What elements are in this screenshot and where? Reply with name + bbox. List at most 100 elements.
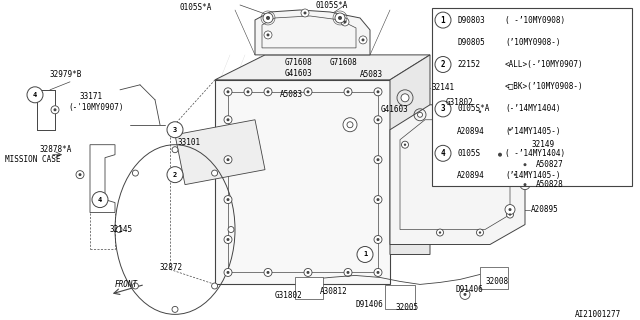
- Circle shape: [520, 180, 530, 190]
- Text: 3: 3: [441, 104, 445, 113]
- Text: 32149: 32149: [531, 140, 554, 149]
- Circle shape: [524, 163, 527, 166]
- Text: 4: 4: [441, 149, 445, 158]
- Text: <ALL>(-’10MY0907): <ALL>(-’10MY0907): [505, 60, 584, 69]
- Circle shape: [307, 271, 310, 274]
- Circle shape: [374, 196, 382, 204]
- Circle shape: [436, 108, 444, 115]
- Circle shape: [212, 170, 218, 176]
- Circle shape: [435, 145, 451, 161]
- Text: (’14MY1405-): (’14MY1405-): [505, 171, 561, 180]
- Circle shape: [343, 118, 357, 132]
- Circle shape: [374, 88, 382, 96]
- Text: G31802: G31802: [275, 291, 303, 300]
- Bar: [480, 268, 508, 289]
- Circle shape: [374, 156, 382, 164]
- Polygon shape: [215, 55, 430, 80]
- Circle shape: [167, 122, 183, 138]
- Polygon shape: [175, 120, 265, 185]
- Text: G31802: G31802: [446, 98, 474, 107]
- Circle shape: [346, 90, 349, 93]
- Text: 33171: 33171: [80, 92, 103, 101]
- Text: 0105S*A: 0105S*A: [457, 104, 490, 113]
- Text: FRONT: FRONT: [115, 280, 138, 289]
- Circle shape: [401, 94, 409, 102]
- Text: (’10MY0908-): (’10MY0908-): [505, 38, 561, 47]
- Text: A20895: A20895: [531, 205, 559, 214]
- Circle shape: [244, 88, 252, 96]
- Text: G41603: G41603: [381, 105, 409, 114]
- Circle shape: [116, 227, 122, 233]
- Text: G71608: G71608: [330, 58, 358, 68]
- Circle shape: [227, 198, 230, 201]
- Circle shape: [374, 116, 382, 124]
- Circle shape: [346, 271, 349, 274]
- Circle shape: [266, 33, 269, 36]
- Circle shape: [479, 231, 481, 234]
- Text: 22152: 22152: [457, 60, 480, 69]
- Text: MISSION CASE: MISSION CASE: [5, 155, 61, 164]
- Circle shape: [520, 160, 530, 170]
- Circle shape: [224, 88, 232, 96]
- Circle shape: [376, 271, 380, 274]
- Text: (-'10MY0907): (-'10MY0907): [68, 103, 124, 112]
- Circle shape: [132, 170, 138, 176]
- Circle shape: [401, 141, 408, 148]
- Text: A50828: A50828: [536, 180, 564, 189]
- Circle shape: [54, 108, 56, 111]
- Text: A5083: A5083: [360, 70, 383, 79]
- Text: 33101: 33101: [178, 138, 201, 147]
- Circle shape: [224, 236, 232, 244]
- Circle shape: [227, 118, 230, 121]
- Text: (-’14MY1404): (-’14MY1404): [505, 104, 561, 113]
- Circle shape: [264, 31, 272, 39]
- Text: ( -’10MY0908): ( -’10MY0908): [505, 16, 565, 25]
- Text: 32878*A: 32878*A: [40, 145, 72, 154]
- Circle shape: [439, 231, 441, 234]
- Circle shape: [264, 268, 272, 276]
- Circle shape: [376, 90, 380, 93]
- Circle shape: [460, 289, 470, 300]
- Text: G41603: G41603: [285, 69, 313, 78]
- Circle shape: [359, 36, 367, 44]
- Circle shape: [498, 153, 502, 157]
- Text: 2: 2: [173, 172, 177, 178]
- Circle shape: [228, 227, 234, 233]
- Text: 32145: 32145: [110, 225, 133, 234]
- Circle shape: [92, 192, 108, 208]
- Circle shape: [227, 238, 230, 241]
- Circle shape: [506, 126, 513, 133]
- Bar: [432, 8, 632, 186]
- Text: D90805: D90805: [457, 38, 484, 47]
- Circle shape: [246, 90, 250, 93]
- Circle shape: [509, 129, 511, 131]
- Circle shape: [509, 208, 511, 211]
- Text: 4: 4: [33, 92, 37, 98]
- Circle shape: [477, 229, 483, 236]
- Bar: [385, 285, 415, 309]
- Text: 32979*B: 32979*B: [50, 70, 83, 79]
- Circle shape: [335, 13, 345, 23]
- Circle shape: [266, 271, 269, 274]
- Circle shape: [51, 106, 59, 114]
- Circle shape: [304, 88, 312, 96]
- Circle shape: [303, 12, 307, 14]
- Circle shape: [435, 12, 451, 28]
- Text: A50827: A50827: [536, 160, 564, 169]
- Circle shape: [404, 143, 406, 146]
- Polygon shape: [255, 10, 370, 55]
- Circle shape: [212, 283, 218, 289]
- Circle shape: [172, 147, 178, 153]
- Circle shape: [266, 90, 269, 93]
- Polygon shape: [215, 80, 390, 284]
- Circle shape: [132, 283, 138, 289]
- Circle shape: [266, 16, 270, 20]
- Text: AI21001277: AI21001277: [575, 310, 621, 319]
- Circle shape: [224, 196, 232, 204]
- Circle shape: [505, 204, 515, 215]
- Text: ( -’14MY1404): ( -’14MY1404): [505, 149, 565, 158]
- Circle shape: [439, 111, 441, 113]
- Circle shape: [463, 293, 467, 296]
- Circle shape: [338, 16, 342, 20]
- Circle shape: [304, 268, 312, 276]
